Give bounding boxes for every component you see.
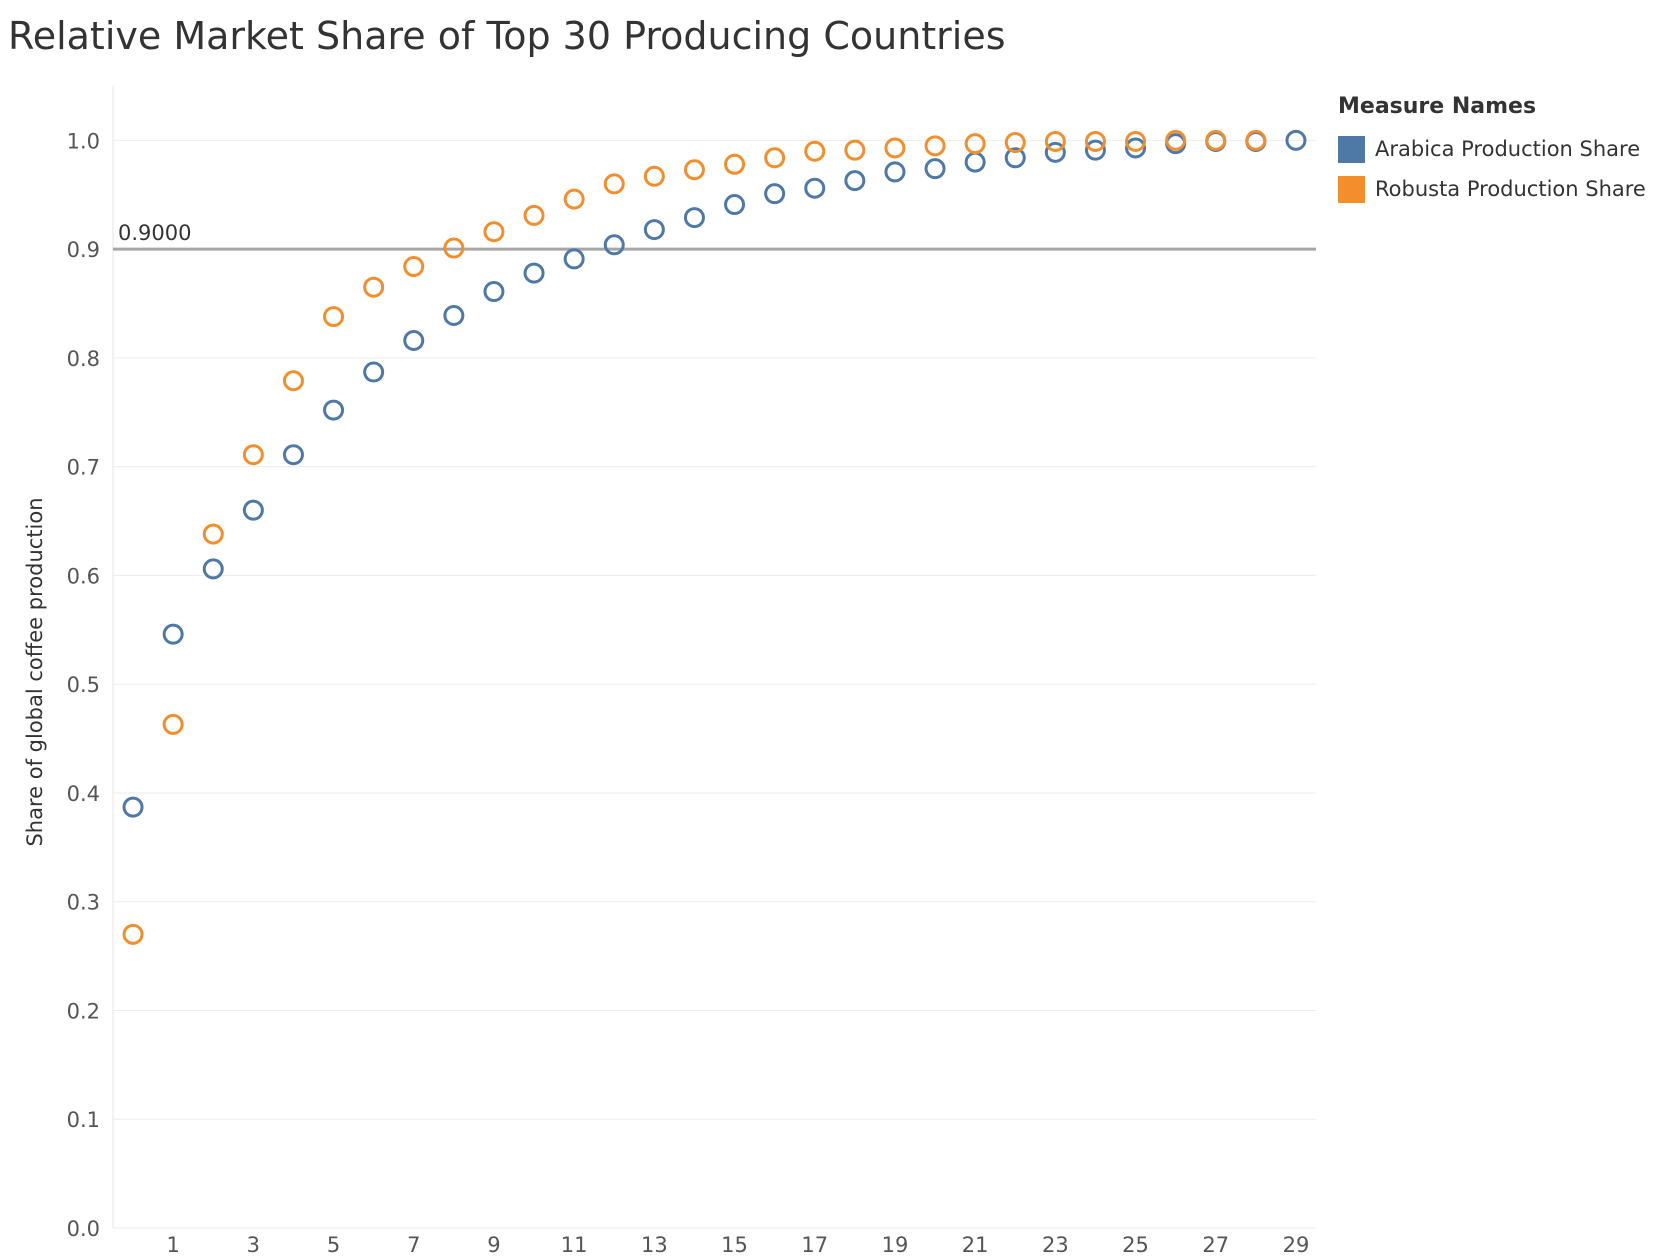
point-robusta[interactable] bbox=[683, 159, 705, 181]
point-arabica[interactable] bbox=[1125, 137, 1147, 159]
point-robusta[interactable] bbox=[884, 137, 906, 159]
x-tick-label: 11 bbox=[561, 1233, 588, 1256]
reference-line-group: 0.9000 bbox=[113, 221, 1316, 251]
point-robusta[interactable] bbox=[1125, 130, 1147, 152]
point-robusta[interactable] bbox=[323, 306, 345, 328]
point-arabica[interactable] bbox=[523, 262, 545, 284]
x-tick-label: 25 bbox=[1122, 1233, 1149, 1256]
point-arabica[interactable] bbox=[363, 361, 385, 383]
x-tick-label: 1 bbox=[166, 1233, 179, 1256]
point-arabica[interactable] bbox=[964, 151, 986, 173]
point-robusta[interactable] bbox=[764, 147, 786, 169]
legend-item-robusta[interactable]: Robusta Production Share bbox=[1338, 169, 1674, 209]
point-arabica[interactable] bbox=[724, 194, 746, 216]
point-arabica[interactable] bbox=[483, 281, 505, 303]
legend-label-robusta: Robusta Production Share bbox=[1375, 177, 1646, 201]
point-robusta[interactable] bbox=[363, 276, 385, 298]
x-tick-label: 9 bbox=[487, 1233, 500, 1256]
y-tick-label: 0.6 bbox=[67, 564, 100, 588]
point-arabica[interactable] bbox=[844, 170, 866, 192]
point-robusta[interactable] bbox=[443, 237, 465, 259]
point-arabica[interactable] bbox=[1044, 141, 1066, 163]
x-tick-label: 19 bbox=[882, 1233, 909, 1256]
y-tick-label: 1.0 bbox=[67, 129, 100, 153]
x-tick-label: 13 bbox=[641, 1233, 668, 1256]
point-arabica[interactable] bbox=[764, 183, 786, 205]
x-tick-label: 7 bbox=[407, 1233, 420, 1256]
x-tick-label: 17 bbox=[801, 1233, 828, 1256]
y-tick-label: 0.1 bbox=[67, 1108, 100, 1132]
point-arabica[interactable] bbox=[443, 304, 465, 326]
point-arabica[interactable] bbox=[563, 248, 585, 270]
point-arabica[interactable] bbox=[403, 330, 425, 352]
point-robusta[interactable] bbox=[1084, 130, 1106, 152]
point-arabica[interactable] bbox=[1004, 147, 1026, 169]
reference-line-label: 0.9000 bbox=[118, 221, 191, 245]
y-tick-label: 0.9 bbox=[67, 238, 100, 262]
point-robusta[interactable] bbox=[403, 256, 425, 278]
x-tick-label: 27 bbox=[1202, 1233, 1229, 1256]
point-arabica[interactable] bbox=[282, 444, 304, 466]
point-robusta[interactable] bbox=[964, 133, 986, 155]
point-arabica[interactable] bbox=[122, 796, 144, 818]
point-robusta[interactable] bbox=[202, 523, 224, 545]
legend-swatch-arabica bbox=[1338, 135, 1365, 163]
point-robusta[interactable] bbox=[1044, 130, 1066, 152]
y-tick-label: 0.8 bbox=[67, 347, 100, 371]
x-axis-ticks: 1 3 5 7 9 11 13 15 17 19 21 23 25 27 29 bbox=[166, 1233, 1309, 1256]
x-tick-label: 21 bbox=[962, 1233, 989, 1256]
x-tick-label: 23 bbox=[1042, 1233, 1069, 1256]
point-arabica[interactable] bbox=[242, 499, 264, 521]
y-tick-label: 0.4 bbox=[67, 782, 100, 806]
point-arabica[interactable] bbox=[1084, 139, 1106, 161]
y-tick-label: 0.5 bbox=[67, 673, 100, 697]
point-robusta[interactable] bbox=[1245, 129, 1267, 151]
point-robusta[interactable] bbox=[804, 140, 826, 162]
y-tick-label: 0.3 bbox=[67, 891, 100, 915]
point-robusta[interactable] bbox=[242, 444, 264, 466]
y-tick-label: 0.7 bbox=[67, 456, 100, 480]
y-tick-label: 0.2 bbox=[67, 999, 100, 1023]
point-robusta[interactable] bbox=[643, 165, 665, 187]
point-robusta[interactable] bbox=[122, 923, 144, 945]
point-arabica[interactable] bbox=[202, 558, 224, 580]
legend-title: Measure Names bbox=[1338, 94, 1537, 119]
point-robusta[interactable] bbox=[844, 139, 866, 161]
point-robusta[interactable] bbox=[282, 370, 304, 392]
chart-title: Relative Market Share of Top 30 Producin… bbox=[8, 14, 1006, 58]
y-tick-label: 0.0 bbox=[67, 1217, 100, 1241]
x-tick-label: 5 bbox=[327, 1233, 340, 1256]
point-arabica[interactable] bbox=[603, 234, 625, 256]
point-robusta[interactable] bbox=[1165, 129, 1187, 151]
point-arabica[interactable] bbox=[323, 399, 345, 421]
x-tick-label: 15 bbox=[721, 1233, 748, 1256]
point-robusta[interactable] bbox=[724, 153, 746, 175]
legend-item-arabica[interactable]: Arabica Production Share bbox=[1338, 129, 1674, 169]
point-arabica[interactable] bbox=[1285, 129, 1307, 151]
point-arabica[interactable] bbox=[804, 177, 826, 199]
y-axis-ticks: 0.0 0.1 0.2 0.3 0.4 0.5 0.6 0.7 0.8 0.9 1.0 bbox=[67, 129, 100, 1241]
x-tick-label: 3 bbox=[247, 1233, 260, 1256]
point-arabica[interactable] bbox=[884, 161, 906, 183]
point-robusta[interactable] bbox=[523, 204, 545, 226]
point-robusta[interactable] bbox=[1205, 129, 1227, 151]
legend: Measure Names Arabica Production Share R… bbox=[1338, 94, 1674, 209]
point-robusta[interactable] bbox=[1004, 132, 1026, 154]
point-robusta[interactable] bbox=[483, 221, 505, 243]
point-arabica[interactable] bbox=[683, 207, 705, 229]
point-robusta[interactable] bbox=[924, 135, 946, 157]
legend-label-arabica: Arabica Production Share bbox=[1375, 137, 1641, 161]
point-arabica[interactable] bbox=[162, 623, 184, 645]
x-tick-label: 29 bbox=[1283, 1233, 1310, 1256]
gridlines bbox=[113, 139, 1316, 1229]
point-robusta[interactable] bbox=[162, 713, 184, 735]
legend-swatch-robusta bbox=[1338, 175, 1365, 203]
point-robusta[interactable] bbox=[563, 188, 585, 210]
y-axis-label: Share of global coffee production bbox=[23, 497, 47, 846]
data-points bbox=[122, 129, 1307, 945]
point-arabica[interactable] bbox=[643, 219, 665, 241]
point-robusta[interactable] bbox=[603, 173, 625, 195]
point-arabica[interactable] bbox=[924, 158, 946, 180]
